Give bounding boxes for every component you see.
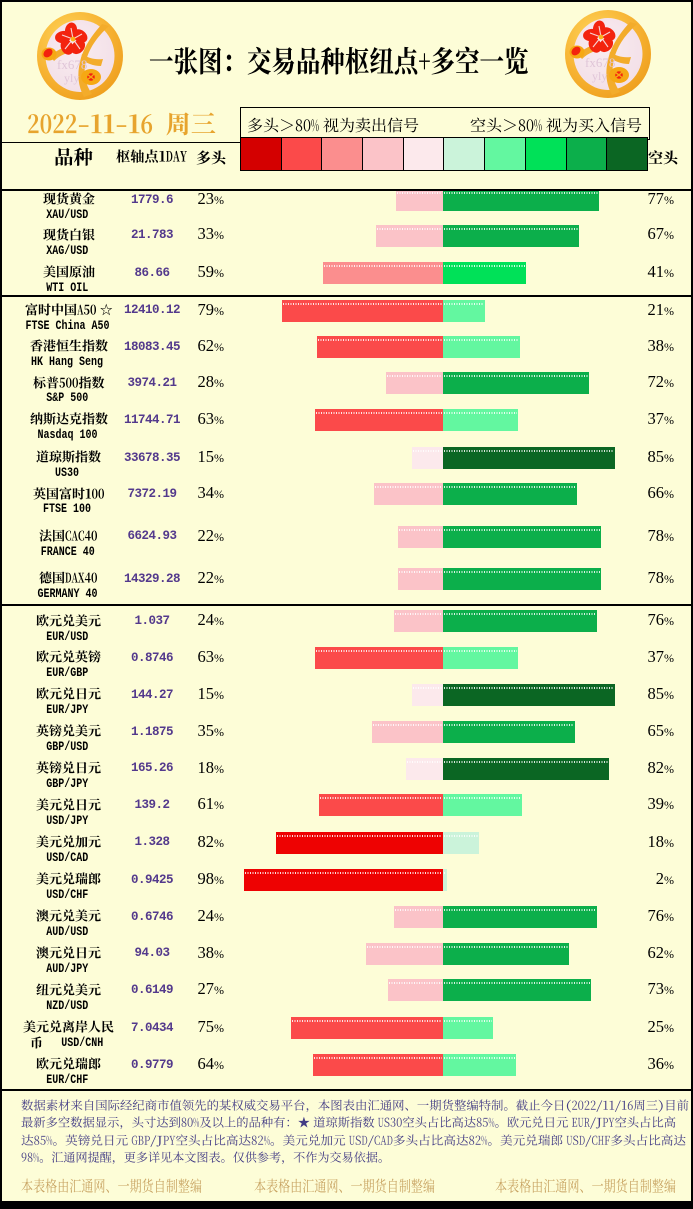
svg-text:yly: yly: [64, 71, 79, 85]
svg-text:fx678: fx678: [57, 57, 87, 72]
svg-text:fx678: fx678: [585, 55, 615, 70]
svg-text:yly: yly: [592, 69, 607, 83]
